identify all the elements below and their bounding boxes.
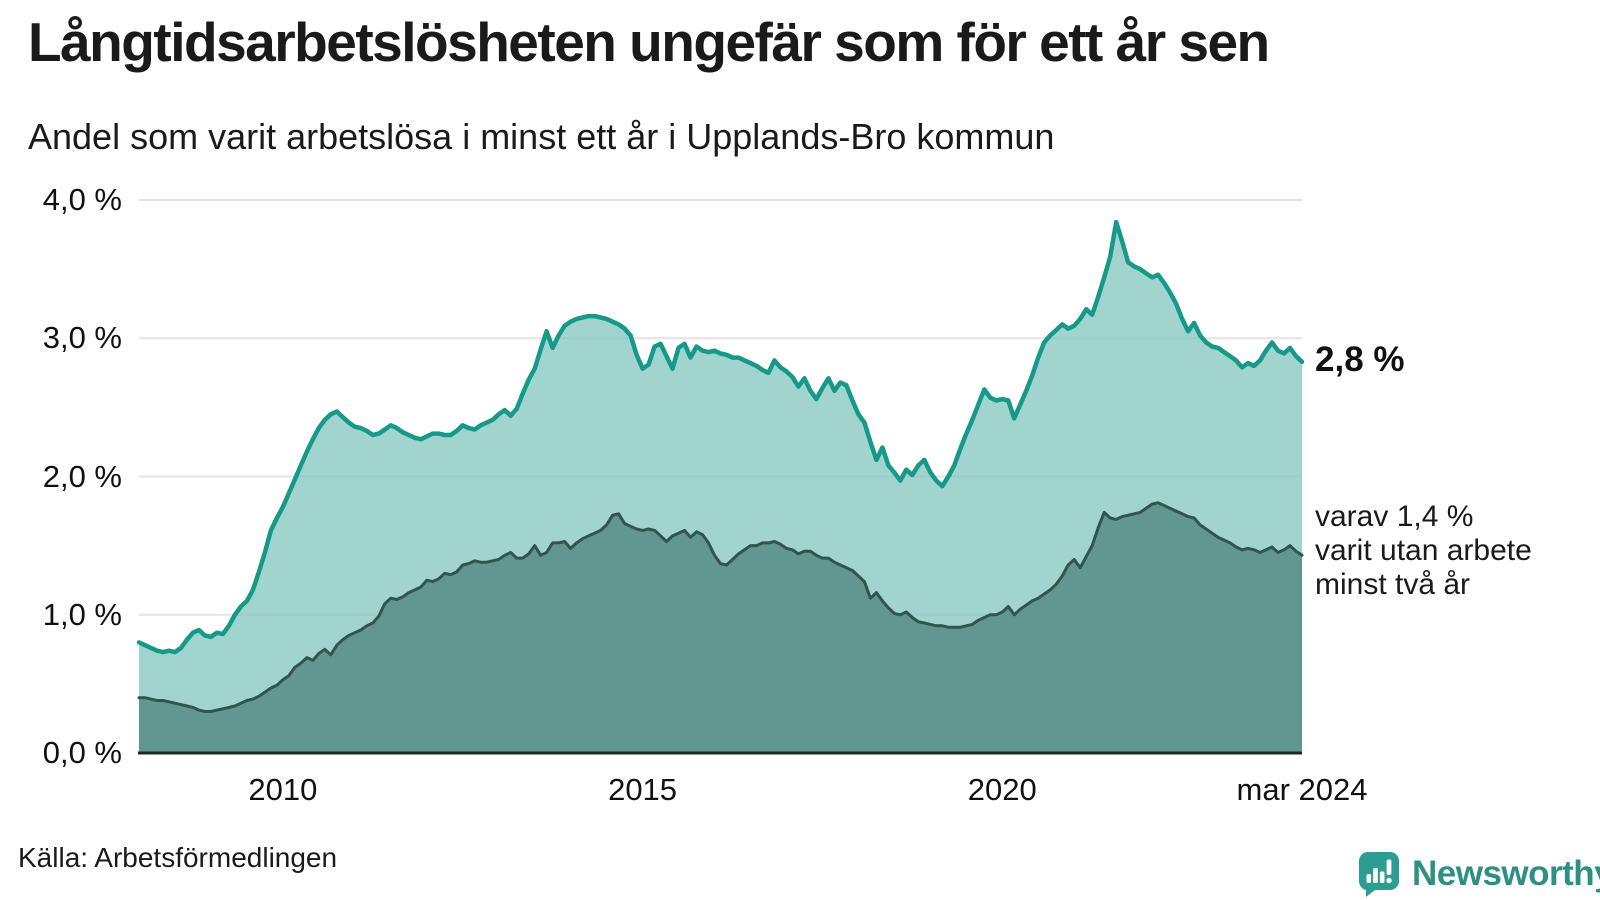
y-axis-label: 1,0 %	[42, 596, 122, 632]
end-value-label: 2,8 %	[1315, 340, 1405, 379]
area-two-years	[139, 502, 1302, 753]
y-axis-label: 2,0 %	[42, 458, 122, 494]
series-annotation: varav 1,4 % varit utan arbete minst två …	[1315, 500, 1532, 602]
annotation-line: varit utan arbete	[1315, 534, 1532, 567]
page-subtitle: Andel som varit arbetslösa i minst ett å…	[28, 116, 1055, 157]
x-axis-label: 2015	[608, 772, 678, 807]
line-two-years	[137, 501, 1304, 713]
y-axis-label: 4,0 %	[42, 182, 122, 217]
annotation-line: varav 1,4 %	[1315, 500, 1474, 533]
page-title: Långtidsarbetslösheten ungefär som för e…	[28, 11, 1270, 73]
x-axis-label: 2020	[967, 772, 1037, 807]
y-axis-label: 3,0 %	[42, 320, 122, 356]
logo-bubble	[1358, 851, 1399, 897]
source-credit: Källa: Arbetsförmedlingen	[18, 842, 338, 873]
y-axis-label: 0,0 %	[42, 735, 122, 770]
annotation-line: minst två år	[1315, 568, 1471, 601]
brand-name: Newsworthy	[1412, 854, 1600, 893]
newsworthy-icon	[1358, 851, 1399, 897]
x-axis-label: mar 2024	[1236, 772, 1368, 807]
x-axis-label: 2010	[248, 772, 318, 807]
line-total	[136, 219, 1305, 655]
brand-logo: Newsworthy	[1358, 850, 1600, 898]
